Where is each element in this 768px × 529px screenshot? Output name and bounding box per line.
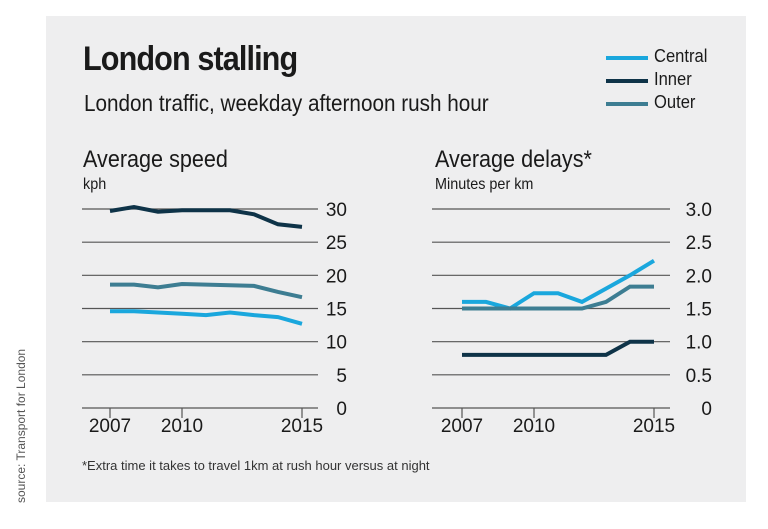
speed-xtick-label: 2015: [281, 416, 323, 437]
delays-ytick-label: 0: [701, 399, 712, 420]
delays-xtick-label: 2015: [633, 416, 675, 437]
delays-ytick-label: 2.5: [686, 233, 712, 254]
speed-ytick-label: 15: [326, 300, 347, 321]
legend-label-outer: Outer: [654, 92, 696, 112]
speed-chart-title: Average speed: [83, 146, 228, 173]
speed-series-inner: [109, 204, 303, 229]
footnote: *Extra time it takes to travel 1km at ru…: [82, 458, 430, 473]
delays-series-inner: [462, 339, 654, 357]
delays-chart-unit: Minutes per km: [435, 176, 534, 193]
delays-ytick-label: 1.5: [686, 300, 712, 321]
legend-item-central: Central: [606, 46, 736, 69]
legend-item-outer: Outer: [606, 92, 736, 115]
speed-xtick-label: 2010: [161, 416, 203, 437]
legend-item-inner: Inner: [606, 69, 736, 92]
delays-ytick-label: 0.5: [686, 366, 712, 387]
delays-xtick-label: 2010: [513, 416, 555, 437]
legend-label-central: Central: [654, 46, 708, 66]
legend-swatch-central: [606, 56, 648, 60]
speed-chart-unit: kph: [83, 176, 107, 193]
page-title: London stalling: [83, 40, 298, 78]
speed-ytick-label: 5: [336, 366, 347, 387]
chart-panel: [46, 16, 746, 502]
delays-xtick-label: 2007: [441, 416, 483, 437]
speed-xtick-label: 2007: [89, 416, 131, 437]
delays-series-outer: [462, 284, 654, 311]
source-note: source: Transport for London: [14, 348, 28, 503]
delays-ytick-label: 1.0: [686, 333, 712, 354]
page-subtitle: London traffic, weekday afternoon rush h…: [84, 90, 489, 116]
speed-ytick-label: 30: [326, 200, 347, 221]
delays-ytick-label: 3.0: [686, 200, 712, 221]
speed-ytick-label: 20: [326, 266, 347, 287]
legend-label-inner: Inner: [654, 69, 692, 89]
legend-swatch-outer: [606, 102, 648, 106]
speed-ytick-label: 25: [326, 233, 347, 254]
speed-series-central: [110, 309, 303, 326]
speed-ytick-label: 10: [326, 333, 347, 354]
speed-ytick-label: 0: [336, 399, 347, 420]
speed-series-outer: [110, 281, 303, 300]
legend-swatch-inner: [606, 79, 648, 83]
legend: Central Inner Outer: [606, 46, 736, 115]
delays-ytick-label: 2.0: [686, 266, 712, 287]
delays-chart-title: Average delays*: [435, 146, 592, 173]
delays-series-central: [462, 258, 656, 311]
